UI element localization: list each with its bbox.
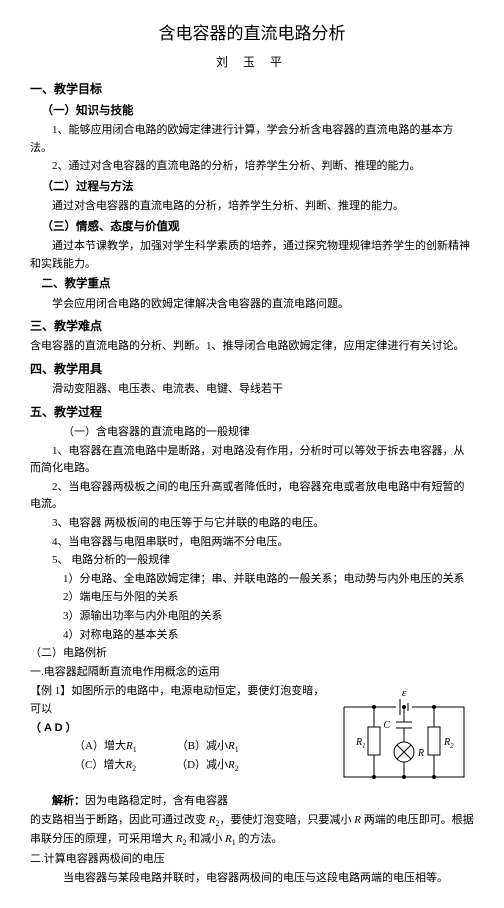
r-sym: R	[209, 814, 216, 826]
sub: 1	[235, 745, 239, 754]
analysis-text: 因为电路稳定时，含有电容器	[85, 795, 228, 807]
subhead: （一）含电容器的直流电路的一般规律	[30, 424, 474, 442]
eps-label: ε	[402, 687, 407, 699]
analysis-label: 解析：	[52, 795, 85, 807]
txt: 的支路相当于断路，因此可通过改变	[30, 814, 206, 826]
para: 含电容器的直流电路的分析、判断。1、推导闭合电路欧姆定律，应用定律进行有关讨论。	[30, 338, 474, 356]
para: 滑动变阻器、电压表、电流表、电键、导线若干	[30, 381, 474, 399]
heading-4: 四、教学用具	[30, 360, 474, 379]
para: 1、能够应用闭合电路的欧姆定律进行计算，学会分析含电容器的直流电路的基本方法。	[30, 122, 474, 157]
heading-1a: （一）知识与技能	[30, 102, 474, 120]
options-row-2: （C）增大R2 （D）减小R2	[74, 757, 326, 776]
heading-1b: （二）过程与方法	[30, 178, 474, 196]
subhead: （二）电路例析	[30, 645, 474, 663]
option-c: （C）增大R2	[74, 757, 136, 776]
option-d: （D）减小R2	[176, 757, 239, 776]
heading-1: 一、教学目标	[30, 80, 474, 99]
r1-label: R1	[355, 737, 366, 750]
option-b: （B）减小R1	[177, 738, 239, 757]
txt: ，要使灯泡变暗，只要减小	[219, 814, 351, 826]
ex1-text: 【例 1】如图所示的电路中，电源电动恒定，要使灯泡变暗，可以	[30, 685, 324, 715]
page-title: 含电容器的直流电路分析	[30, 20, 474, 47]
r-sym: R	[125, 759, 132, 771]
opt-c-text: （C）增大	[74, 759, 125, 771]
subrule: 4）对称电路的基本关系	[30, 627, 474, 645]
rule: 4、当电容器与电阻串联时，电阻两端不分电压。	[30, 534, 474, 552]
txt: 和减小	[189, 833, 222, 845]
sub: 2	[235, 764, 239, 773]
heading-1c: （三）情感、态度与价值观	[30, 218, 474, 236]
rule: 2、当电容器两极板之间的电压升高或者降低时，电容器充电或者放电电路中有短暂的电流…	[30, 479, 474, 514]
example-2-head: 二.计算电容器两极间的电压	[30, 851, 474, 869]
r2-label: R2	[443, 737, 454, 750]
opt-a-text: （A）增大	[74, 740, 126, 752]
opt-b-text: （B）减小	[177, 740, 228, 752]
heading-3: 三、教学难点	[30, 317, 474, 336]
para: 通过本节课教学，加强对学生科学素质的培养，通过探究物理规律培养学生的创新精神和实…	[30, 238, 474, 273]
sub: 2	[182, 838, 186, 847]
options-row-1: （A）增大R1 （B）减小R1	[74, 738, 326, 757]
r-sym: R	[225, 833, 232, 845]
example-row: 【例 1】如图所示的电路中，电源电动恒定，要使灯泡变暗，可以 （ A D ） （…	[30, 682, 474, 792]
para: 2、通过对含电容器的直流电路的分析，培养学生分析、判断、推理的能力。	[30, 158, 474, 176]
sub: 1	[232, 838, 236, 847]
circuit-diagram: ε R1 C	[334, 682, 474, 792]
analysis: 解析：因为电路稳定时，含有电容器	[30, 793, 474, 811]
subrule: 1）分电路、全电路欧姆定律；串、并联电路的一般关系；电动势与内外电压的关系	[30, 571, 474, 589]
sub: 2	[132, 764, 136, 773]
example-2-text: 当电容器与某段电路并联时，电容器两极间的电压与这段电路两端的电压相等。	[30, 870, 474, 888]
r-sym: R	[354, 814, 361, 826]
r-sym: R	[126, 740, 133, 752]
subrule: 3）源输出功率与内外电阻的关系	[30, 608, 474, 626]
r-sym: R	[176, 833, 183, 845]
rule: 3、电容器 两极板间的电压等于与它并联的电路的电压。	[30, 515, 474, 533]
c-label: C	[383, 720, 390, 731]
para: 学会应用闭合电路的欧姆定律解决含电容器的直流电路问题。	[30, 296, 474, 314]
txt: 的方法。	[238, 833, 282, 845]
author: 刘 玉 平	[30, 53, 474, 72]
heading-2: 二、教学重点	[30, 275, 474, 293]
analysis-line2: 的支路相当于断路，因此可通过改变 R2，要使灯泡变暗，只要减小 R 两端的电压即…	[30, 812, 474, 850]
r-label: R	[417, 748, 424, 759]
example-1: 【例 1】如图所示的电路中，电源电动恒定，要使灯泡变暗，可以	[30, 683, 326, 718]
opt-d-text: （D）减小	[176, 759, 228, 771]
example-head: 一.电容器起隔断直流电作用概念的运用	[30, 664, 474, 682]
option-a: （A）增大R1	[74, 738, 137, 757]
subrule: 2）端电压与外阻的关系	[30, 589, 474, 607]
rule: 1、电容器在直流电路中是断路，对电路没有作用，分析时可以等效于拆去电容器，从而简…	[30, 443, 474, 478]
example-1-answer: （ A D ）	[30, 720, 326, 738]
r-sym: R	[228, 759, 235, 771]
heading-5: 五、教学过程	[30, 403, 474, 422]
r-sym: R	[228, 740, 235, 752]
rule: 5、 电路分析的一般规律	[30, 552, 474, 570]
sub: 1	[133, 745, 137, 754]
para: 通过对含电容器的直流电路的分析，培养学生分析、判断、推理的能力。	[30, 198, 474, 216]
